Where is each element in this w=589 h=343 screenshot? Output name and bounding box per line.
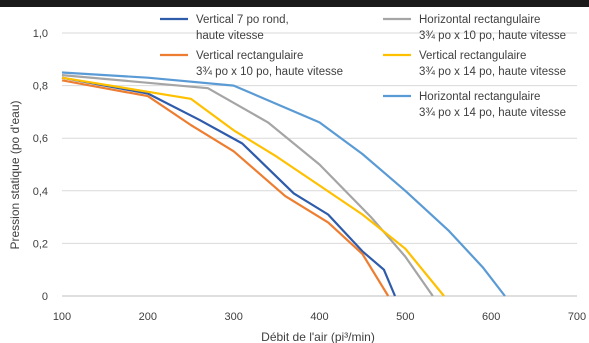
series-line	[61, 74, 434, 297]
series-lines	[61, 71, 506, 297]
legend-label: Vertical rectangulaire	[419, 50, 526, 62]
y-axis-title: Pression statique (po d'eau)	[8, 100, 22, 249]
y-tick-label: 0,2	[33, 238, 48, 250]
x-tick-label: 100	[53, 311, 71, 323]
top-bar	[0, 0, 589, 7]
y-tick-label: 0,6	[33, 133, 48, 145]
x-tick-label: 200	[139, 311, 157, 323]
legend-label: 3¾ po x 10 po, haute vitesse	[419, 30, 566, 42]
legend-label: haute vitesse	[196, 30, 264, 42]
x-tick-label: 600	[482, 311, 500, 323]
legend-label: Horizontal rectangulaire	[419, 91, 540, 103]
x-tick-label: 400	[310, 311, 328, 323]
x-tick-label: 300	[224, 311, 242, 323]
legend: Vertical 7 po rond, haute vitesse Vertical…	[160, 14, 566, 119]
y-tick-label: 1,0	[33, 28, 48, 40]
legend-label: 3¾ po x 14 po, haute vitesse	[419, 107, 566, 119]
grid-lines	[62, 32, 577, 297]
legend-label: 3¾ po x 10 po, haute vitesse	[196, 66, 343, 78]
x-tick-label: 700	[568, 311, 586, 323]
y-tick-label: 0	[42, 291, 48, 303]
legend-label: Vertical 7 po rond,	[196, 14, 289, 26]
legend-label: Horizontal rectangulaire	[419, 14, 540, 26]
series-line	[61, 76, 397, 297]
y-tick-labels: 0 0,2 0,4 0,6 0,8 1,0	[33, 28, 48, 303]
y-tick-label: 0,4	[33, 186, 48, 198]
x-axis-title: Débit de l'air (pi³/min)	[261, 330, 375, 343]
series-line	[61, 71, 506, 297]
legend-label: 3¾ po x 14 po, haute vitesse	[419, 66, 566, 78]
x-tick-label: 500	[396, 311, 414, 323]
series-line	[61, 76, 445, 297]
y-tick-label: 0,8	[33, 81, 48, 93]
series-line	[61, 79, 390, 297]
legend-label: Vertical rectangulaire	[196, 50, 303, 62]
x-tick-labels: 100 200 300 400 500 600 700	[53, 311, 586, 323]
